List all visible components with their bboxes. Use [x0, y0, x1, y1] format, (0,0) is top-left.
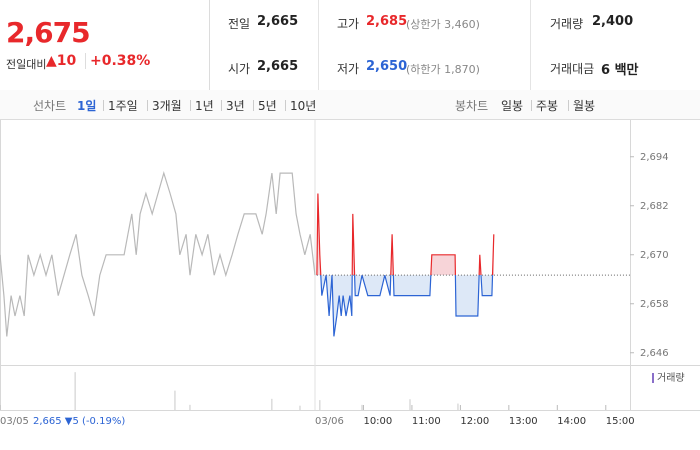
legend-label: 거래량	[657, 372, 685, 384]
y-tick-label: 2,682	[640, 201, 669, 212]
x-tick-label: 12:00	[460, 416, 489, 427]
stat-value: 6 백만	[601, 63, 639, 78]
volume-bar	[189, 404, 191, 410]
chart: 2,646 2,658 2,670 2,682 2,694 03/05 03/06 10:00…	[0, 120, 700, 427]
volume-bar	[299, 405, 301, 410]
x-tick-label: 03/05	[0, 416, 29, 427]
tab-group-label: 봉차트	[455, 99, 489, 113]
tab-separator	[103, 100, 104, 111]
tab-separator	[568, 100, 569, 111]
prev-day-line	[0, 170, 316, 337]
volume-bar	[319, 400, 321, 410]
legend-marker	[652, 373, 654, 383]
prev-day-note: 2,665 ▼5 (-0.19%)	[33, 416, 125, 427]
tab[interactable]: 일봉	[501, 99, 524, 113]
tab[interactable]: 3년	[226, 99, 245, 113]
tab[interactable]: 3개월	[152, 99, 182, 113]
volume-bar	[174, 390, 176, 410]
stat-value: 2,665	[257, 14, 299, 29]
volume-bar	[457, 403, 459, 410]
x-tick-label: 10:00	[363, 416, 392, 427]
tab-separator	[221, 100, 222, 111]
area-down	[316, 275, 494, 337]
separator	[318, 0, 319, 90]
tab[interactable]: 10년	[290, 99, 317, 113]
x-tick-label: 13:00	[509, 416, 538, 427]
stat-note: (상한가 3,460)	[406, 18, 480, 31]
tab[interactable]: 5년	[258, 99, 277, 113]
tab-group-label: 선차트	[33, 99, 67, 113]
y-tick-label: 2,658	[640, 299, 669, 310]
price: 2,675	[6, 16, 91, 49]
stat-label: 거래량	[550, 17, 584, 31]
line-up	[316, 193, 495, 276]
change: ▲10	[46, 53, 77, 69]
tab-separator	[531, 100, 532, 111]
tab[interactable]: 1주일	[108, 99, 138, 113]
stat-value: 2,665	[257, 59, 299, 74]
tab[interactable]: 월봉	[573, 99, 596, 113]
stat-label: 고가	[337, 17, 360, 31]
stat-note: (하한가 1,870)	[406, 63, 480, 76]
tab[interactable]: 1년	[195, 99, 214, 113]
stat-label: 저가	[337, 62, 360, 76]
y-tick-label: 2,670	[640, 250, 669, 261]
y-tick-label: 2,694	[640, 152, 669, 163]
tab[interactable]: 1일	[77, 99, 97, 113]
tab-separator	[190, 100, 191, 111]
tab-separator	[285, 100, 286, 111]
change-rate: +0.38%	[85, 53, 150, 69]
header: 2,675 전일대비 ▲10 +0.38% 전일 2,665 고가 2,685 …	[0, 0, 700, 91]
stat-label: 전일	[228, 17, 251, 31]
x-tick-label: 15:00	[606, 416, 635, 427]
stat-label: 시가	[228, 62, 251, 76]
volume-bar	[409, 399, 411, 410]
volume-bar	[74, 372, 76, 410]
stat-value: 2,685	[366, 14, 408, 29]
tab[interactable]: 주봉	[536, 99, 559, 113]
tab-separator	[253, 100, 254, 111]
volume-bar	[271, 398, 273, 410]
change-label: 전일대비	[6, 58, 47, 71]
x-tick-label: 11:00	[412, 416, 441, 427]
stat-label: 거래대금	[550, 62, 595, 76]
x-tick-label: 14:00	[557, 416, 586, 427]
period-tabs: 선차트 봉차트 1일 1주일 3개월 1년 3년 5년 10년 일봉 주봉 월봉	[0, 90, 700, 120]
stat-value: 2,400	[592, 14, 634, 29]
x-tick-label: 03/06	[315, 416, 344, 427]
volume-bar	[361, 404, 363, 410]
tab-separator	[147, 100, 148, 111]
quote-box: 2,675 전일대비 ▲10 +0.38%	[0, 0, 210, 90]
y-tick-label: 2,646	[640, 348, 669, 359]
stat-value: 2,650	[366, 59, 408, 74]
line-down	[316, 275, 494, 337]
separator	[530, 0, 531, 90]
